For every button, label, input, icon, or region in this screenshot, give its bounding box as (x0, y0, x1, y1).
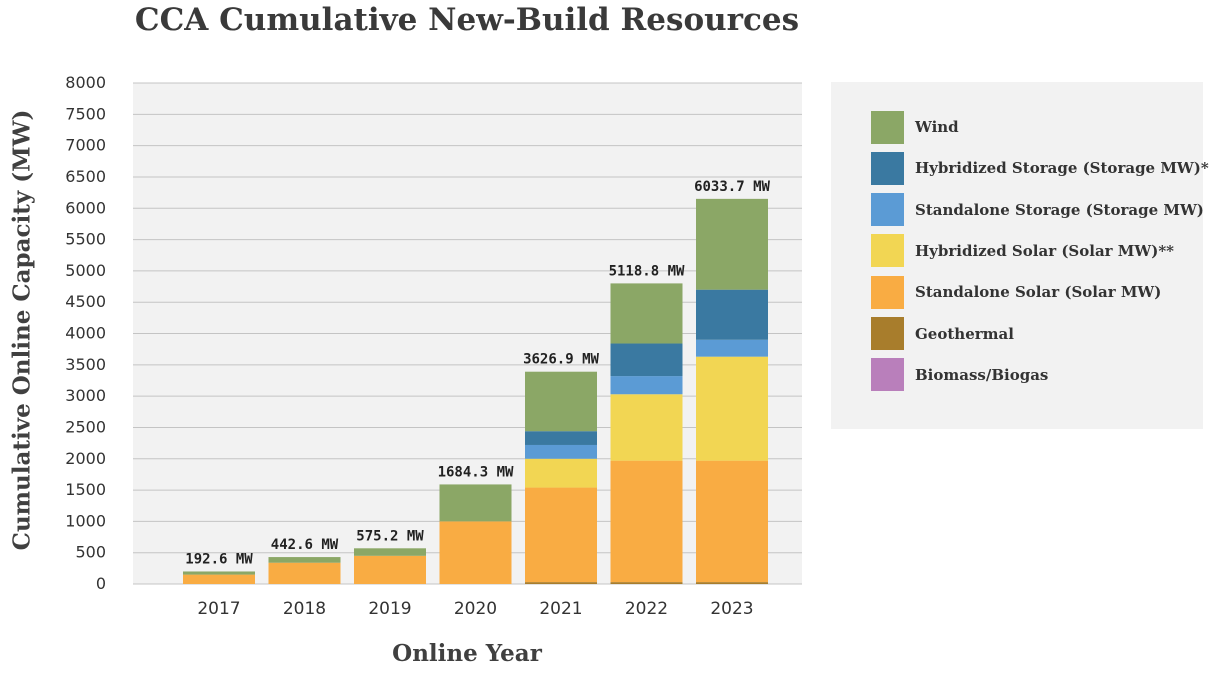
legend-item: Hybridized Solar (Solar MW)** (871, 234, 1174, 268)
legend-swatch (871, 110, 904, 144)
legend-label: Hybridized Storage (Storage MW)* (915, 159, 1209, 178)
bar-segment (525, 444, 597, 459)
bar-total-label: 1684.3 MW (438, 464, 514, 480)
y-tick-label: 5500 (65, 230, 106, 249)
y-tick-label: 500 (75, 543, 106, 562)
bar-segment (525, 371, 597, 432)
legend-item: Hybridized Storage (Storage MW)* (871, 151, 1209, 185)
y-tick-label: 7500 (65, 104, 106, 123)
legend-swatch (871, 193, 904, 227)
bar-segment (696, 460, 768, 583)
bar-segment (696, 289, 768, 340)
bar-segment (696, 582, 768, 584)
bar-segment (696, 356, 768, 461)
bar-segment (610, 582, 683, 584)
y-tick-label: 3000 (65, 386, 106, 405)
bar-segment (610, 343, 683, 377)
bar-segment (525, 431, 597, 445)
bar-total-label: 192.6 MW (185, 551, 253, 567)
x-tick-label: 2022 (625, 599, 668, 619)
legend-swatch (871, 358, 904, 392)
bar-segment (439, 484, 512, 522)
legend-swatch (871, 317, 904, 350)
legend-item: Biomass/Biogas (871, 358, 1048, 392)
y-tick-label: 4500 (65, 292, 106, 311)
x-tick-label: 2020 (454, 599, 497, 619)
legend-item: Standalone Solar (Solar MW) (871, 275, 1161, 309)
x-tick-label: 2017 (197, 599, 240, 619)
legend-swatch (871, 151, 904, 185)
x-tick-label: 2019 (368, 599, 411, 619)
legend-item: Standalone Storage (Storage MW) (871, 193, 1204, 227)
bar-segment (610, 376, 683, 395)
legend-label: Wind (915, 118, 959, 136)
bar-segment (439, 521, 512, 584)
bar-segment (183, 574, 255, 584)
bar-total-label: 6033.7 MW (694, 179, 770, 195)
bar-segment (610, 394, 683, 461)
x-axis-label: Online Year (392, 640, 542, 667)
legend-swatch (871, 234, 904, 268)
bar-segment (610, 460, 683, 583)
legend-label: Hybridized Solar (Solar MW)** (915, 241, 1175, 260)
y-tick-label: 2000 (65, 449, 106, 468)
y-tick-label: 2500 (65, 417, 106, 436)
y-tick-label: 6500 (65, 167, 106, 186)
bar-segment (268, 562, 341, 584)
legend-label: Standalone Solar (Solar MW) (915, 283, 1162, 302)
legend-label: Biomass/Biogas (915, 365, 1049, 384)
bar-segment (525, 582, 597, 584)
bar-segment (525, 487, 597, 583)
bar-segment (525, 458, 597, 488)
legend-label: Geothermal (915, 324, 1014, 343)
legend-swatch (871, 275, 904, 309)
y-tick-label: 4000 (65, 324, 106, 343)
legend-item: Wind (871, 110, 959, 144)
chart-legend: Wind Hybridized Storage (Storage MW)* Stan… (831, 82, 1209, 429)
x-tick-label: 2023 (710, 599, 753, 619)
bar-segment (696, 198, 768, 290)
bar-total-label: 3626.9 MW (523, 352, 599, 368)
bar-segment (354, 548, 426, 556)
y-tick-label: 6000 (65, 198, 106, 217)
bar-segment (268, 557, 341, 563)
y-tick-label: 0 (96, 574, 106, 593)
x-tick-label: 2018 (283, 599, 326, 619)
bar-segment (183, 571, 255, 575)
y-tick-label: 8000 (65, 73, 106, 92)
bar-total-label: 575.2 MW (356, 528, 424, 544)
chart-title: CCA Cumulative New-Build Resources (134, 2, 800, 38)
x-tick-label: 2021 (539, 599, 582, 619)
bar-total-label: 5118.8 MW (609, 263, 685, 279)
bar-segment (354, 555, 426, 584)
bar-segment (610, 283, 683, 344)
y-tick-label: 3500 (65, 355, 106, 374)
y-tick-label: 1500 (65, 480, 106, 499)
bar-total-label: 442.6 MW (271, 537, 339, 553)
y-tick-label: 5000 (65, 261, 106, 280)
bar-segment (696, 339, 768, 357)
y-tick-label: 1000 (65, 511, 106, 530)
legend-item: Geothermal (871, 317, 1014, 351)
legend-label: Standalone Storage (Storage MW) (915, 200, 1204, 219)
y-tick-label: 7000 (65, 136, 106, 155)
